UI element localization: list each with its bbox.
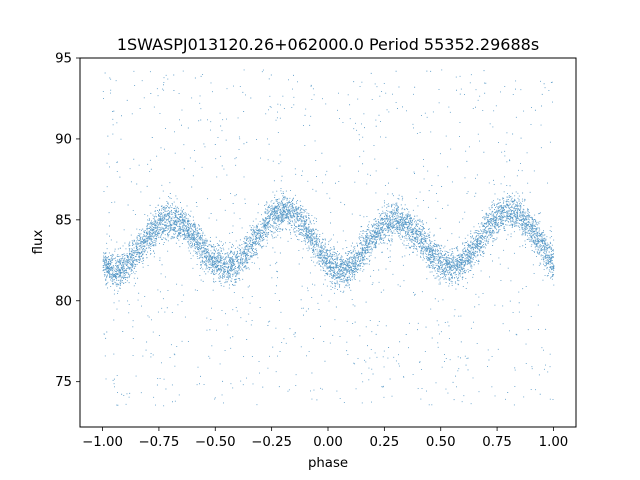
y-tick-label: 95 bbox=[55, 52, 72, 67]
y-tick-label: 80 bbox=[55, 294, 72, 309]
x-tick-label: −0.75 bbox=[139, 435, 180, 450]
y-axis: 75 80 85 90 95 bbox=[55, 52, 80, 390]
y-tick-label: 75 bbox=[55, 375, 72, 390]
chart-title: 1SWASPJ013120.26+062000.0 Period 55352.2… bbox=[117, 35, 539, 54]
x-tick-label: 1.00 bbox=[539, 435, 569, 450]
x-tick-label: −0.25 bbox=[251, 435, 292, 450]
x-tick-label: −0.50 bbox=[195, 435, 236, 450]
x-tick-label: 0.50 bbox=[426, 435, 456, 450]
scatter-points bbox=[102, 69, 555, 407]
flux-data-points bbox=[102, 69, 555, 407]
x-tick-label: 0.75 bbox=[482, 435, 512, 450]
x-tick-label: −1.00 bbox=[82, 435, 123, 450]
y-tick-label: 90 bbox=[55, 132, 72, 147]
x-axis: −1.00 −0.75 −0.50 −0.25 0.00 0.25 0.50 0.75 1.00 bbox=[82, 427, 568, 450]
y-tick-label: 85 bbox=[55, 213, 72, 228]
y-axis-label: flux bbox=[31, 230, 46, 255]
x-tick-label: 0.00 bbox=[313, 435, 343, 450]
x-tick-label: 0.25 bbox=[370, 435, 400, 450]
x-axis-label: phase bbox=[308, 456, 348, 471]
